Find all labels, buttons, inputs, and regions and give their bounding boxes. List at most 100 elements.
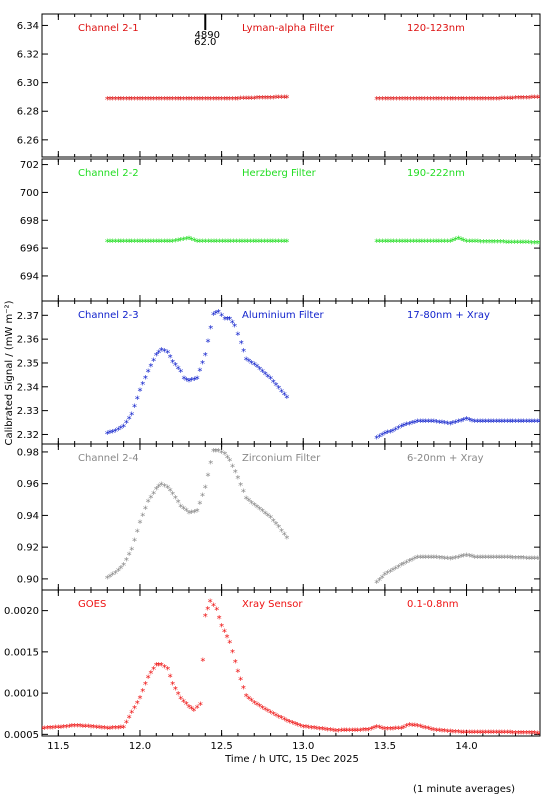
data-point: * — [184, 95, 189, 106]
data-point: * — [116, 425, 121, 436]
series: ****************************************… — [105, 235, 540, 250]
y-tick-label: 0.0005 — [4, 730, 39, 741]
data-point: * — [535, 93, 540, 104]
data-point: * — [222, 450, 227, 461]
data-point: * — [140, 380, 145, 391]
data-point: * — [317, 725, 322, 736]
data-point: * — [151, 238, 156, 249]
data-point: * — [478, 95, 483, 106]
data-point: * — [436, 238, 441, 249]
y-tick-label: 0.94 — [17, 511, 39, 522]
data-point: * — [461, 552, 466, 563]
data-point: * — [393, 425, 398, 436]
data-point: * — [459, 417, 464, 428]
data-point: * — [491, 95, 496, 106]
data-point: * — [178, 95, 183, 106]
data-point: * — [176, 690, 181, 701]
data-point: * — [274, 94, 279, 105]
data-point: * — [279, 94, 284, 105]
data-point: * — [434, 418, 439, 429]
data-point: * — [208, 324, 213, 335]
data-point: * — [524, 554, 529, 565]
data-point: * — [159, 238, 164, 249]
data-point: * — [301, 723, 306, 734]
data-point: * — [295, 721, 300, 732]
data-point: * — [489, 729, 494, 740]
data-point: * — [374, 95, 379, 106]
data-point: * — [459, 728, 464, 739]
data-point: * — [393, 725, 398, 736]
y-axis-label: Calibrated Signal / (mW m⁻²) — [4, 300, 15, 445]
data-point: * — [238, 676, 243, 687]
data-point: * — [268, 238, 273, 249]
data-point: * — [538, 93, 543, 104]
data-point: * — [121, 238, 126, 249]
data-point: * — [45, 724, 50, 735]
panel-title: Channel 2-3 — [78, 310, 139, 321]
data-point: * — [118, 564, 123, 575]
data-point: * — [113, 238, 118, 249]
data-point: * — [440, 727, 445, 738]
data-point: * — [257, 505, 262, 516]
data-point: * — [442, 95, 447, 106]
data-point: * — [453, 95, 458, 106]
data-point: * — [137, 95, 142, 106]
data-point: * — [254, 700, 259, 711]
data-point: * — [263, 94, 268, 105]
data-point: * — [230, 462, 235, 473]
data-point: * — [459, 236, 464, 247]
data-point: * — [442, 554, 447, 565]
data-point: * — [442, 727, 447, 738]
data-point: * — [331, 727, 336, 738]
data-point: * — [487, 238, 492, 249]
data-point: * — [203, 483, 208, 494]
data-point: * — [195, 703, 200, 714]
data-point: * — [216, 447, 221, 458]
panel-title: Channel 2-1 — [78, 23, 139, 34]
y-tick-label: 6.30 — [17, 78, 39, 89]
data-point: * — [333, 727, 338, 738]
data-point: * — [162, 663, 167, 674]
data-point: * — [429, 725, 434, 736]
data-point: * — [254, 363, 259, 374]
data-point: * — [173, 494, 178, 505]
data-point: * — [151, 95, 156, 106]
data-point: * — [475, 95, 480, 106]
data-point: * — [61, 723, 66, 734]
data-point: * — [108, 95, 113, 106]
data-point: * — [176, 498, 181, 509]
data-point: * — [475, 418, 480, 429]
data-point: * — [386, 95, 391, 106]
data-point: * — [110, 724, 115, 735]
data-point: * — [146, 673, 151, 684]
data-point: * — [505, 95, 510, 106]
data-point: * — [216, 308, 221, 319]
data-point: * — [237, 238, 242, 249]
data-point: * — [480, 418, 485, 429]
data-point: * — [127, 95, 132, 106]
data-point: * — [241, 684, 246, 695]
data-point: * — [184, 700, 189, 711]
data-point: * — [225, 633, 230, 644]
data-point: * — [254, 94, 259, 105]
data-point: * — [220, 238, 225, 249]
data-point: * — [213, 447, 218, 458]
data-point: * — [232, 322, 237, 333]
data-point: * — [429, 418, 434, 429]
data-point: * — [502, 553, 507, 564]
data-point: * — [524, 418, 529, 429]
footnote: (1 minute averages) — [413, 784, 515, 795]
data-point: * — [391, 427, 396, 438]
data-point: * — [498, 238, 503, 249]
data-point: * — [472, 729, 477, 740]
data-point: * — [222, 628, 227, 639]
y-tick-label: 0.90 — [17, 574, 39, 585]
data-point: * — [159, 480, 164, 491]
data-point: * — [374, 579, 379, 590]
x-axis-label: Time / h UTC, 15 Dec 2025 — [224, 754, 359, 765]
data-point: * — [157, 238, 162, 249]
data-point: * — [388, 238, 393, 249]
data-point: * — [59, 723, 64, 734]
data-point: * — [279, 387, 284, 398]
data-point: * — [135, 395, 140, 406]
